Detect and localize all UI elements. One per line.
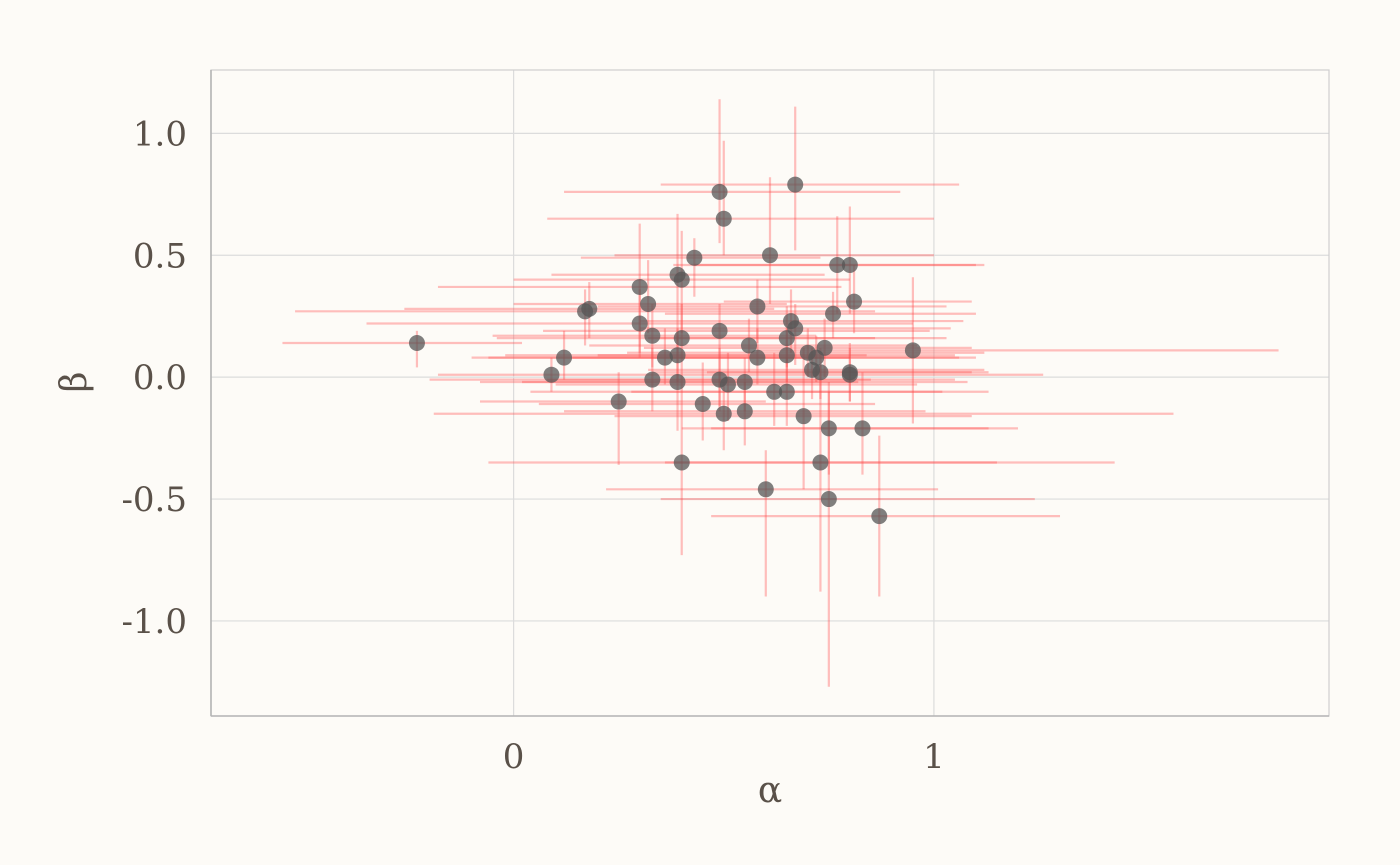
- data-point: [846, 293, 863, 310]
- y-tick-label: 0.5: [133, 236, 187, 276]
- x-tick-label: 1: [923, 737, 945, 777]
- data-points: [408, 176, 921, 525]
- data-point: [719, 376, 736, 393]
- data-point: [749, 349, 766, 366]
- tick-labels: 0 1 1.0 0.5 0.0 -0.5 -1.0: [121, 114, 944, 777]
- data-point: [762, 247, 778, 264]
- data-point: [644, 371, 661, 388]
- data-point: [736, 403, 753, 420]
- data-point: [673, 271, 690, 288]
- plot-frame: [210, 69, 1330, 717]
- y-tick-label: 1.0: [133, 114, 187, 154]
- data-point: [904, 342, 921, 359]
- data-point: [694, 395, 711, 412]
- data-point: [795, 408, 812, 425]
- data-point: [812, 364, 829, 381]
- data-point: [556, 349, 573, 366]
- data-point: [841, 366, 858, 383]
- data-point: [669, 347, 686, 364]
- y-axis-title: β: [54, 372, 95, 393]
- data-point: [640, 296, 657, 313]
- data-point: [871, 508, 888, 525]
- data-point: [829, 257, 846, 274]
- data-point: [825, 305, 842, 322]
- data-point: [820, 420, 837, 437]
- data-point: [778, 383, 795, 400]
- data-point: [736, 374, 753, 391]
- data-point: [740, 337, 757, 354]
- data-point: [787, 320, 804, 337]
- data-point: [711, 183, 728, 200]
- data-point: [715, 210, 732, 227]
- data-point: [766, 383, 783, 400]
- data-point: [841, 257, 858, 274]
- data-point: [543, 366, 560, 383]
- data-point: [610, 393, 627, 410]
- data-point: [673, 330, 690, 347]
- data-point: [749, 298, 766, 315]
- data-point: [711, 322, 728, 339]
- data-point: [812, 454, 829, 471]
- y-tick-label: -1.0: [121, 602, 187, 642]
- data-point: [715, 405, 732, 422]
- y-tick-label: 0.0: [133, 358, 187, 398]
- data-point: [644, 327, 661, 344]
- data-point: [686, 249, 703, 266]
- y-tick-label: -0.5: [121, 480, 187, 520]
- data-point: [820, 491, 837, 508]
- data-point: [778, 347, 795, 364]
- data-point: [787, 176, 804, 193]
- data-point: [631, 315, 648, 332]
- data-point: [408, 335, 425, 352]
- data-point: [673, 454, 690, 471]
- data-point: [854, 420, 871, 437]
- x-tick-label: 0: [503, 737, 525, 777]
- data-point: [631, 278, 648, 295]
- data-point: [757, 481, 774, 498]
- x-axis-title: α: [758, 770, 782, 811]
- grid-lines: [211, 70, 1329, 716]
- data-point: [656, 349, 673, 366]
- data-point: [816, 339, 833, 356]
- data-point: [581, 300, 598, 317]
- data-point: [669, 374, 686, 391]
